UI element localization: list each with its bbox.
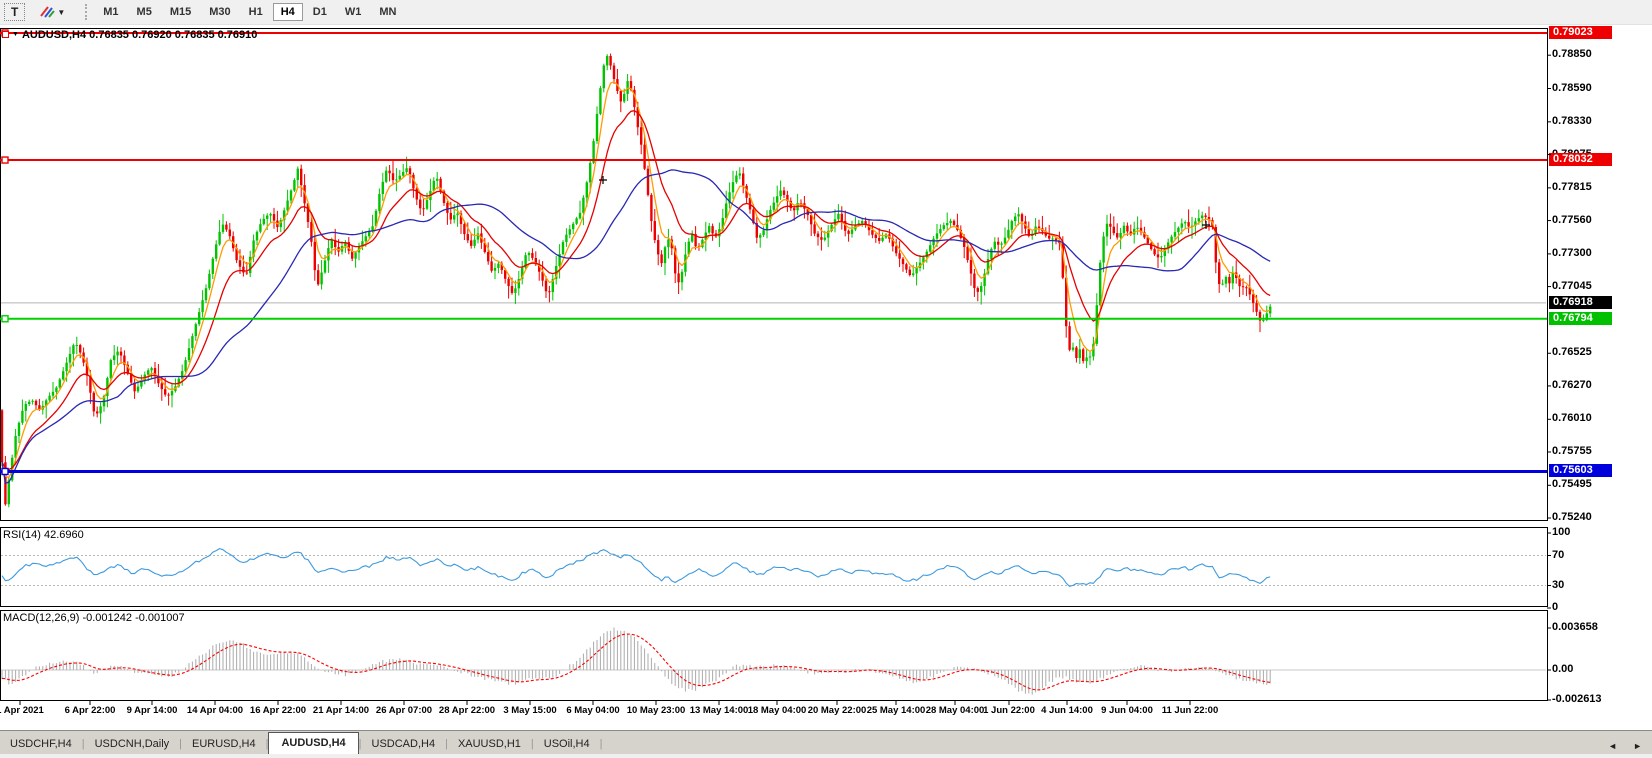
tab-separator: | [358,738,362,750]
time-axis-label: 6 May 04:00 [566,705,620,716]
toolbar-grip[interactable] [85,4,88,20]
timeframe-button-m1[interactable]: M1 [95,3,126,21]
time-axis-label: 16 Apr 22:00 [249,705,307,716]
tab-separator: | [265,738,269,750]
price-axis-label: 0.75755 [1552,444,1592,457]
time-axis-label: 28 Apr 22:00 [438,705,496,716]
time-axis-label: 9 Apr 14:00 [126,705,178,716]
rsi-scale-label: 30 [1552,578,1565,591]
chart-tabbar: USDCHF,H4 | USDCNH,Daily | EURUSD,H4 | AUDUSD,… [0,730,1652,755]
toolbar: T ▼ M1 M5 M15 M30 H1 H4 D1 W1 MN [0,0,1652,25]
timeframe-button-m15[interactable]: M15 [162,3,199,21]
tab-separator: | [81,738,85,750]
price-axis-label: 0.75240 [1552,511,1592,523]
chart-tab-usdcnh-daily[interactable]: USDCNH,Daily [94,738,170,750]
tab-separator: | [599,738,603,750]
rsi-scale-label: 100 [1552,526,1571,538]
timeframe-button-h4[interactable]: H4 [272,3,303,21]
time-axis-label: 6 Apr 22:00 [64,705,116,716]
time-axis-label: 14 Apr 04:00 [186,705,244,716]
price-axis-label: 0.76525 [1552,346,1592,359]
timeframe-button-h1[interactable]: H1 [241,3,271,21]
price-badge: 0.75603 [1549,464,1612,478]
price-axis-label: 0.76010 [1552,412,1592,425]
tab-separator: | [445,738,448,750]
chart-tab-usdchf-h4[interactable]: USDCHF,H4 [10,738,72,750]
tab-separator: | [530,738,534,750]
chart-tab-eurusd-h4[interactable]: EURUSD,H4 [192,738,256,750]
chart-tab-usdcad-h4[interactable]: USDCAD,H4 [371,738,436,750]
macd-label: MACD(12,26,9) -0.001242 -0.001007 [3,612,185,624]
price-axis-label: 0.76270 [1552,378,1592,391]
price-axis-label: 0.78850 [1552,48,1592,61]
rsi-label: RSI(14) 42.6960 [3,529,84,541]
dropdown-caret-icon: ▼ [57,7,66,17]
price-badge: 0.78032 [1549,153,1612,167]
chart-tab-xauusd-h1[interactable]: XAUUSD,H1 [457,738,521,750]
hline-anchor-icon [2,31,9,38]
time-axis-label: 1 Apr 2021 [0,705,44,716]
price-axis-label: 0.77045 [1552,279,1592,292]
price-axis-label: 0.78330 [1552,114,1592,127]
tab-scroll-controls: ◄ ► [1608,741,1642,751]
timeframe-button-m5[interactable]: M5 [129,3,160,21]
price-axis-label: 0.75495 [1552,478,1592,491]
tab-scroll-left-button[interactable]: ◄ [1608,741,1618,751]
price-badge: 0.79023 [1549,26,1612,39]
time-axis-label: 3 May 15:00 [503,705,557,716]
time-axis-label: 20 May 22:00 [807,705,867,716]
price-badge: 0.76794 [1549,311,1612,325]
symbol-marker-icon: ▼ [12,31,19,38]
rsi-scale-label: 70 [1552,548,1565,561]
symbol-header: ▼ AUDUSD,H4 0.76835 0.76920 0.76835 0.76… [2,28,257,41]
time-axis-label: 11 Jun 22:00 [1161,705,1219,716]
tab-scroll-right-button[interactable]: ► [1633,741,1642,751]
window-bottom-strip [0,754,1652,758]
timeframe-button-w1[interactable]: W1 [337,3,370,21]
drawing-styles-button[interactable]: ▼ [33,3,71,21]
time-axis-label: 26 Apr 07:00 [375,705,433,716]
timeframe-button-d1[interactable]: D1 [305,3,335,21]
time-axis-label: 18 May 04:00 [747,705,807,716]
timeframe-button-m30[interactable]: M30 [201,3,238,21]
price-axis-label: 0.78590 [1552,81,1592,94]
tab-separator: | [179,738,183,750]
macd-scale-label: -0.002613 [1552,692,1602,705]
timeframe-button-mn[interactable]: MN [371,3,404,21]
time-axis-label: 13 May 14:00 [689,705,749,716]
time-axis-label: 9 Jun 04:00 [1101,705,1153,716]
time-axis-label: 4 Jun 14:00 [1041,705,1093,716]
price-badge: 0.76918 [1549,295,1612,309]
price-axis-label: 0.77560 [1552,213,1592,226]
time-axis-label: 28 May 04:00 [925,705,985,716]
chart-title: AUDUSD,H4 0.76835 0.76920 0.76835 0.7691… [21,28,258,41]
timeframe-group: M1 M5 M15 M30 H1 H4 D1 W1 MN [95,3,404,21]
macd-scale-label: 0.00 [1552,663,1574,675]
price-axis-label: 0.77815 [1552,180,1592,193]
crayons-icon [39,4,56,21]
time-axis-label: 25 May 14:00 [866,705,926,716]
time-axis-label: 21 Apr 14:00 [312,705,370,716]
chart-tab-usoil-h4[interactable]: USOil,H4 [543,738,590,750]
time-axis-label: 10 May 23:00 [626,705,686,716]
text-tool-button[interactable]: T [4,3,26,21]
rsi-scale-label: 0 [1552,601,1559,613]
time-axis-label: 1 Jun 22:00 [983,705,1035,716]
chart-tab-audusd-h4[interactable]: AUDUSD,H4 [268,732,359,755]
macd-scale-label: 0.003658 [1552,621,1598,633]
price-axis-label: 0.77300 [1552,246,1592,259]
